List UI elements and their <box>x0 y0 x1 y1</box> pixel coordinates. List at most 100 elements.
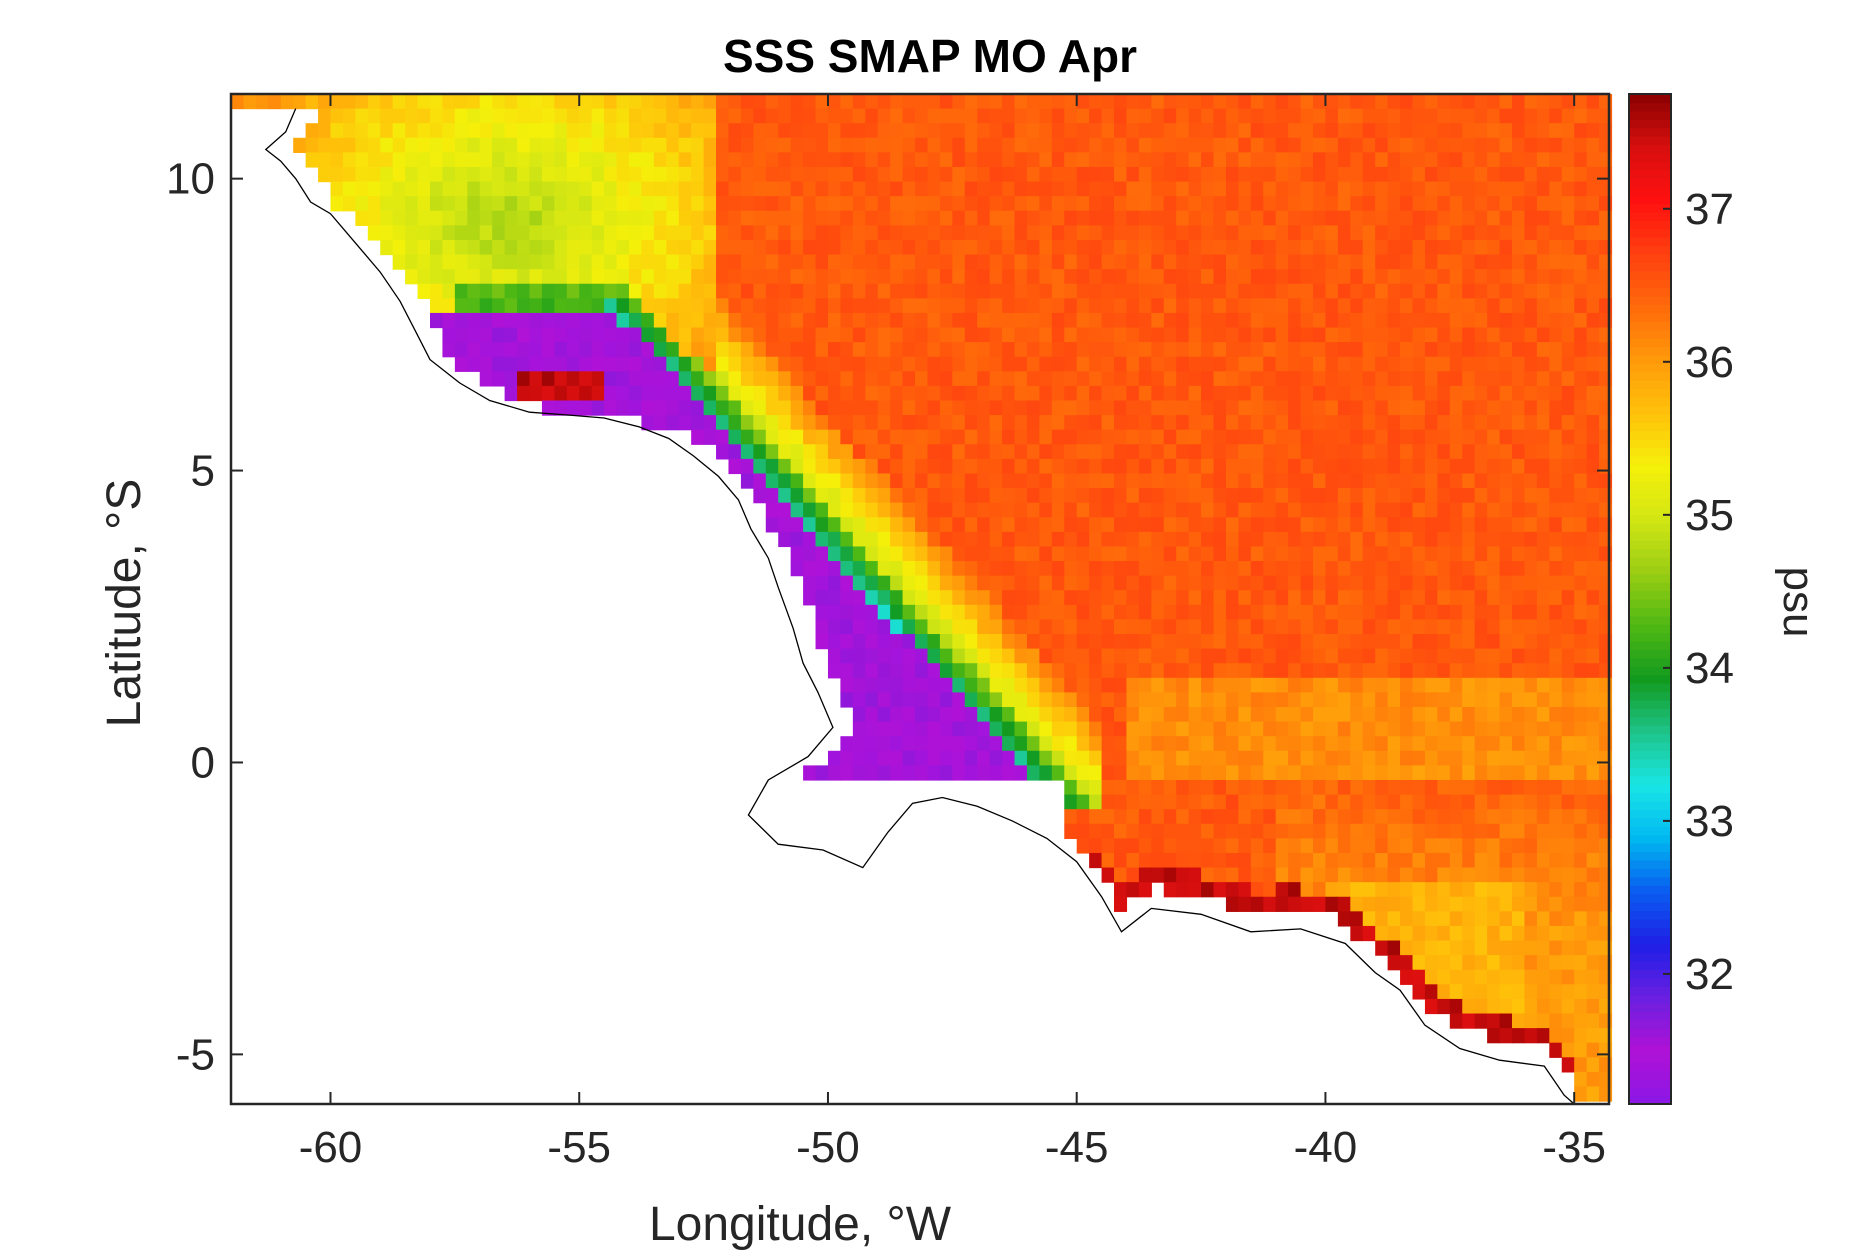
salinity-cell <box>1487 721 1501 737</box>
salinity-cell <box>1263 327 1277 343</box>
x-tick-label: -55 <box>547 1123 611 1172</box>
salinity-cell <box>305 152 319 168</box>
salinity-cell <box>1138 415 1152 431</box>
salinity-cell <box>877 342 891 358</box>
salinity-cell <box>753 108 767 124</box>
salinity-cell <box>1163 575 1177 591</box>
salinity-cell <box>342 108 356 124</box>
salinity-cell <box>1076 517 1090 533</box>
salinity-cell <box>977 488 991 504</box>
salinity-cell <box>1026 619 1040 635</box>
salinity-cell <box>964 692 978 708</box>
salinity-cell <box>1263 488 1277 504</box>
salinity-cell <box>915 342 929 358</box>
salinity-cell <box>852 619 866 635</box>
salinity-cell <box>1176 721 1190 737</box>
salinity-cell <box>405 94 419 110</box>
salinity-cell <box>1151 488 1165 504</box>
salinity-cell <box>1313 502 1327 518</box>
salinity-cell <box>1487 254 1501 270</box>
salinity-cell <box>1300 371 1314 387</box>
salinity-cell <box>865 721 879 737</box>
salinity-cell <box>939 269 953 285</box>
salinity-cell <box>1163 283 1177 299</box>
salinity-cell <box>1039 385 1053 402</box>
salinity-cell <box>1151 663 1165 679</box>
salinity-cell <box>1400 867 1414 883</box>
salinity-cell <box>666 385 680 402</box>
salinity-cell <box>1163 342 1177 358</box>
salinity-cell <box>566 283 580 299</box>
salinity-cell <box>1549 707 1563 723</box>
salinity-cell <box>890 254 904 270</box>
salinity-cell <box>1400 619 1414 635</box>
salinity-cell <box>865 327 879 343</box>
salinity-cell <box>1499 561 1513 577</box>
salinity-cell <box>1536 210 1550 226</box>
salinity-cell <box>1536 488 1550 504</box>
salinity-cell <box>989 604 1003 621</box>
salinity-cell <box>728 94 742 110</box>
colorbar-segment <box>1629 1011 1671 1021</box>
salinity-cell <box>827 765 842 781</box>
salinity-cell <box>1412 371 1426 387</box>
salinity-cell <box>1275 327 1289 343</box>
salinity-cell <box>1076 561 1090 577</box>
salinity-cell <box>989 707 1003 723</box>
salinity-cell <box>566 269 580 285</box>
salinity-cell <box>429 123 444 139</box>
salinity-cell <box>1275 152 1289 168</box>
salinity-cell <box>1424 488 1438 504</box>
salinity-cell <box>1225 181 1239 197</box>
salinity-cell <box>1288 575 1302 591</box>
salinity-cell <box>1039 473 1053 489</box>
salinity-cell <box>1362 137 1376 153</box>
salinity-cell <box>1275 94 1289 110</box>
salinity-cell <box>666 152 680 168</box>
salinity-cell <box>1126 663 1140 679</box>
salinity-cell <box>827 371 842 387</box>
salinity-cell <box>1176 663 1190 679</box>
salinity-cell <box>1424 400 1438 416</box>
salinity-cell <box>1362 502 1376 518</box>
salinity-cell <box>1487 458 1501 475</box>
salinity-cell <box>1288 531 1302 548</box>
salinity-cell <box>1188 765 1202 781</box>
salinity-cell <box>467 254 481 270</box>
salinity-cell <box>653 166 667 183</box>
salinity-cell <box>1250 750 1264 766</box>
salinity-cell <box>1499 677 1513 694</box>
salinity-cell <box>1487 867 1501 883</box>
salinity-cell <box>678 415 692 431</box>
salinity-cell <box>454 239 468 256</box>
salinity-cell <box>964 488 978 504</box>
salinity-cell <box>1549 809 1563 825</box>
salinity-cell <box>380 181 394 197</box>
salinity-cell <box>1325 269 1339 285</box>
colorbar-tick-label: 32 <box>1685 950 1734 999</box>
salinity-cell <box>492 356 506 372</box>
salinity-cell <box>1549 415 1563 431</box>
salinity-cell <box>380 225 394 241</box>
salinity-cell <box>939 342 953 358</box>
salinity-cell <box>1201 371 1215 387</box>
salinity-cell <box>803 283 817 299</box>
salinity-cell <box>1076 473 1090 489</box>
salinity-cell <box>964 531 978 548</box>
salinity-cell <box>492 239 506 256</box>
salinity-cell <box>1412 473 1426 489</box>
salinity-cell <box>1400 371 1414 387</box>
salinity-cell <box>989 166 1003 183</box>
salinity-cell <box>1250 502 1264 518</box>
salinity-cell <box>1400 707 1414 723</box>
salinity-cell <box>852 707 866 723</box>
salinity-cell <box>1337 692 1351 708</box>
salinity-cell <box>1250 692 1264 708</box>
salinity-cell <box>840 371 854 387</box>
salinity-cell <box>753 298 767 314</box>
salinity-cell <box>1362 619 1376 635</box>
salinity-cell <box>1375 721 1389 737</box>
salinity-cell <box>728 239 742 256</box>
salinity-cell <box>1188 604 1202 621</box>
salinity-cell <box>1225 517 1239 533</box>
